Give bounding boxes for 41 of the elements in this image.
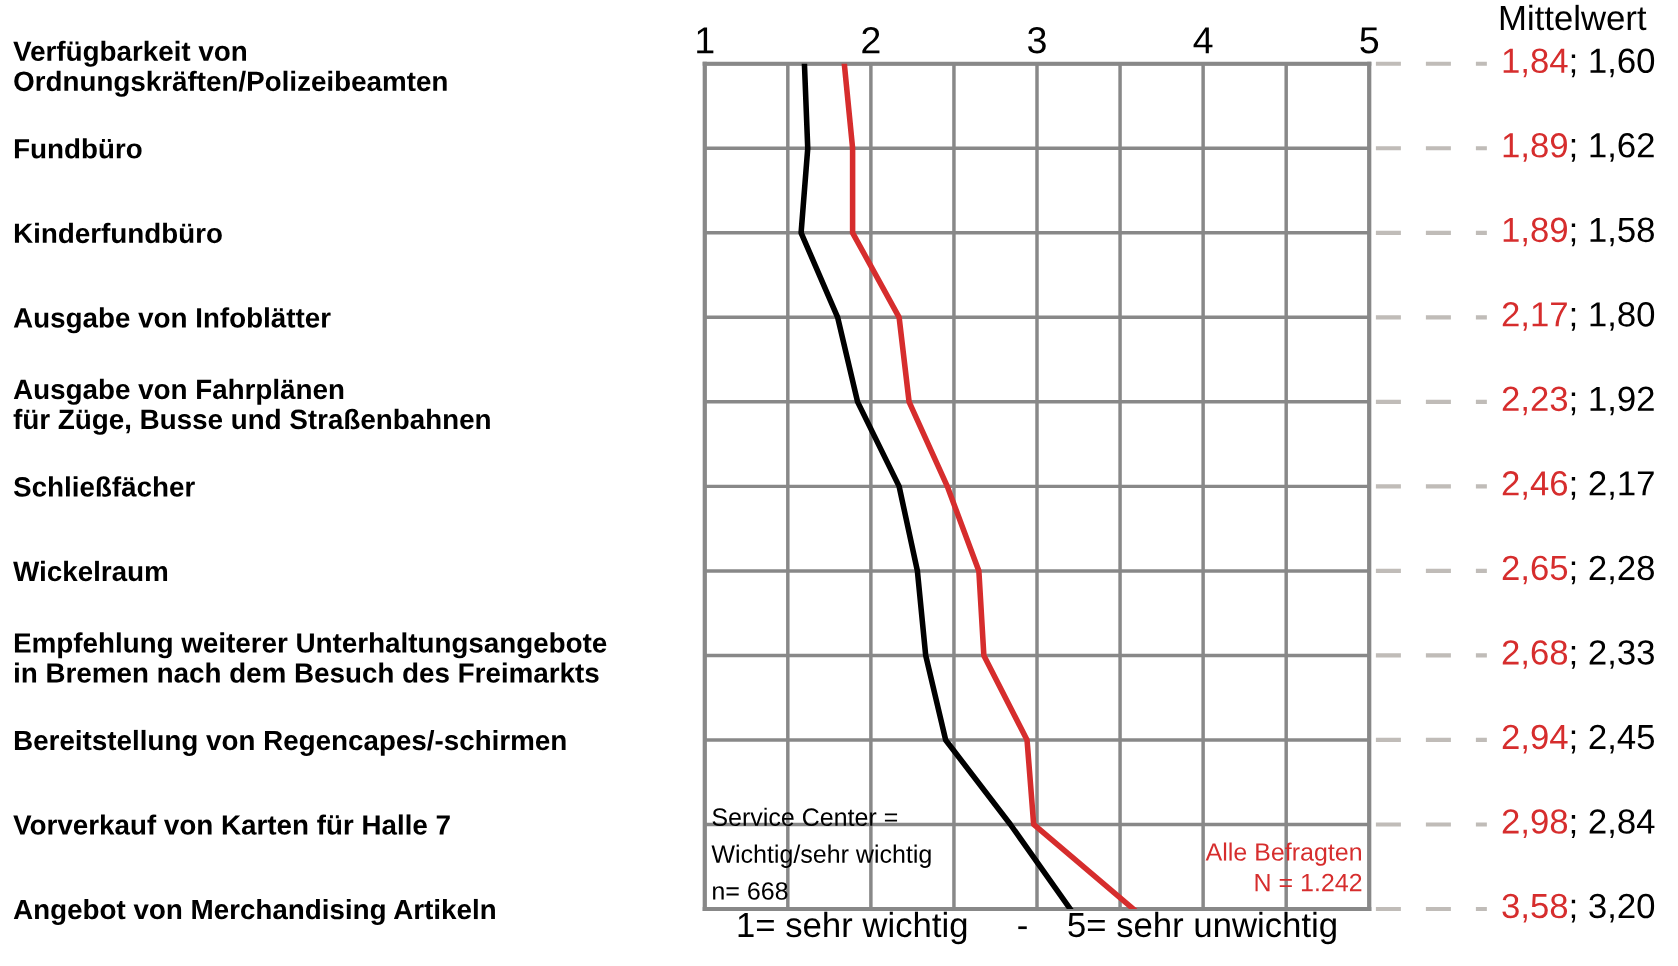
y-tick-label: Angebot von Merchandising Artikeln: [13, 898, 495, 925]
y-tick-label: Schließfächer: [13, 476, 195, 497]
x-tick-label: 5: [1360, 27, 1379, 54]
x-tick-label: 4: [1193, 27, 1213, 54]
y-tick-label: Ausgabe von Fahrplänen für Züge, Busse und Straßenbahnen: [13, 378, 490, 435]
data-label: 2,23: [1502, 386, 1568, 416]
y-tick-label: Wickelraum: [13, 560, 168, 582]
y-tick-label: Ausgabe von Infoblätter: [13, 307, 331, 334]
data-label: ; 1,62: [1571, 133, 1654, 162]
data-label: ; 1,58: [1571, 217, 1654, 247]
y-tick-label: Fundbüro: [14, 138, 142, 159]
y-tick-label: Bereitstellung von Regencapes/-schirmen: [14, 729, 566, 756]
x-tick-label: 2: [862, 27, 880, 54]
data-label: ; 1,80: [1571, 302, 1655, 331]
data-label: 2,65: [1502, 555, 1568, 585]
y-tick-label: Kinderfundbüro: [14, 222, 222, 244]
text: Service Center = Wichtig/sehr wichtig n= 668: [711, 807, 931, 900]
data-label: 1,89: [1503, 133, 1567, 162]
y-tick-label: Empfehlung weiterer Unterhaltungsangebote in Bremen nach dem Besuch des Freimarkts: [14, 632, 607, 683]
data-label: ; 2,33: [1571, 640, 1654, 669]
x-axis-title: 1= sehr wichtig - 5= sehr unwichtig: [738, 911, 1336, 945]
data-label: ; 2,84: [1571, 809, 1655, 838]
data-label: 1,84: [1503, 48, 1568, 78]
data-label: ; 1,60: [1571, 48, 1655, 78]
data-label: 3,58: [1502, 893, 1568, 923]
y-tick-label: Verfügbarkeit von Ordnungskräften/Polizeibeamten: [13, 40, 447, 97]
data-label: 2,94: [1502, 724, 1568, 754]
x-tick-label: 3: [1028, 27, 1046, 54]
data-label: ; 2,45: [1571, 724, 1655, 754]
data-label: 2,68: [1502, 640, 1568, 669]
data-label: 1,89: [1503, 217, 1567, 247]
data-label: 2,17: [1502, 302, 1567, 331]
data-label: 2,46: [1502, 471, 1568, 500]
x-tick-label: 1: [697, 27, 714, 54]
data-label: ; 2,17: [1571, 471, 1654, 500]
data-label: ; 3,20: [1571, 893, 1655, 923]
text: Mittelwert: [1500, 4, 1647, 31]
y-tick-label: Vorverkauf von Karten für Halle 7: [13, 814, 450, 835]
data-label: ; 2,28: [1571, 555, 1654, 585]
data-label: 2,98: [1502, 809, 1568, 838]
data-label: ; 1,92: [1571, 386, 1654, 416]
